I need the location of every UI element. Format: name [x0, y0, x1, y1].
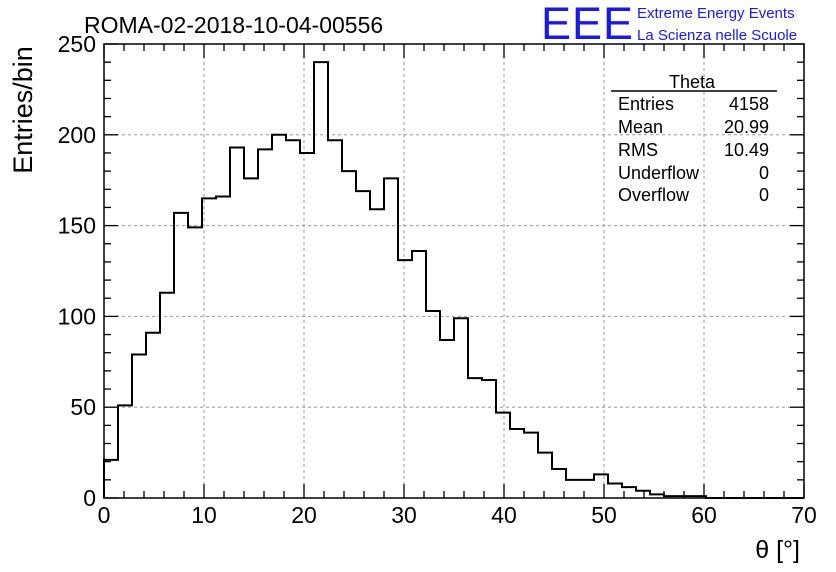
tick-marks — [103, 43, 805, 499]
axes-frame — [103, 43, 805, 499]
x-tick-label: 50 — [591, 502, 617, 528]
tick-labels: 0 10 20 30 40 50 60 70 0 50 100 150 200 250 — [58, 31, 817, 528]
stats-value: 10.49 — [724, 140, 769, 160]
y-tick-label: 150 — [58, 213, 96, 239]
stats-row-mean: Mean 20.99 — [618, 117, 769, 137]
org-name-line1: Extreme Energy Events — [637, 5, 795, 22]
x-tick-label: 30 — [391, 502, 417, 528]
plot-frame — [103, 43, 805, 499]
y-tick-label: 100 — [58, 303, 96, 329]
stats-row-rms: RMS 10.49 — [618, 140, 769, 160]
eee-logo: EEE — [541, 0, 634, 49]
x-tick-label: 70 — [791, 502, 817, 528]
stats-row-entries: Entries 4158 — [618, 94, 769, 114]
x-tick-label: 10 — [191, 502, 217, 528]
stats-row-overflow: Overflow 0 — [618, 185, 769, 205]
stats-title: Theta — [669, 72, 716, 92]
histogram-series — [103, 61, 804, 499]
x-tick-label: 40 — [491, 502, 517, 528]
chart-title: ROMA-02-2018-10-04-00556 — [84, 12, 383, 38]
stats-label: Underflow — [618, 163, 700, 183]
x-tick-label: 20 — [291, 502, 317, 528]
stats-label: Overflow — [618, 185, 690, 205]
y-tick-label: 200 — [58, 122, 96, 148]
y-tick-label: 250 — [58, 31, 96, 57]
stats-value: 0 — [759, 185, 769, 205]
x-tick-label: 60 — [691, 502, 717, 528]
org-name-line2: La Scienza nelle Scuole — [637, 27, 797, 44]
stats-value: 20.99 — [724, 117, 769, 137]
stats-row-underflow: Underflow 0 — [618, 163, 769, 183]
x-tick-label: 0 — [98, 502, 111, 528]
histogram-outline — [103, 61, 804, 499]
y-axis-label: Entries/bin — [8, 46, 38, 174]
stats-value: 4158 — [729, 94, 769, 114]
grid-lines — [104, 43, 804, 498]
stats-value: 0 — [759, 163, 769, 183]
stats-label: Mean — [618, 117, 663, 137]
y-tick-label: 50 — [70, 394, 96, 420]
stats-box: Theta Entries 4158 Mean 20.99 RMS 10.49 … — [611, 72, 777, 205]
y-tick-label: 0 — [83, 485, 96, 511]
stats-label: RMS — [618, 140, 658, 160]
stats-label: Entries — [618, 94, 674, 114]
x-axis-label: θ [°] — [755, 536, 800, 564]
